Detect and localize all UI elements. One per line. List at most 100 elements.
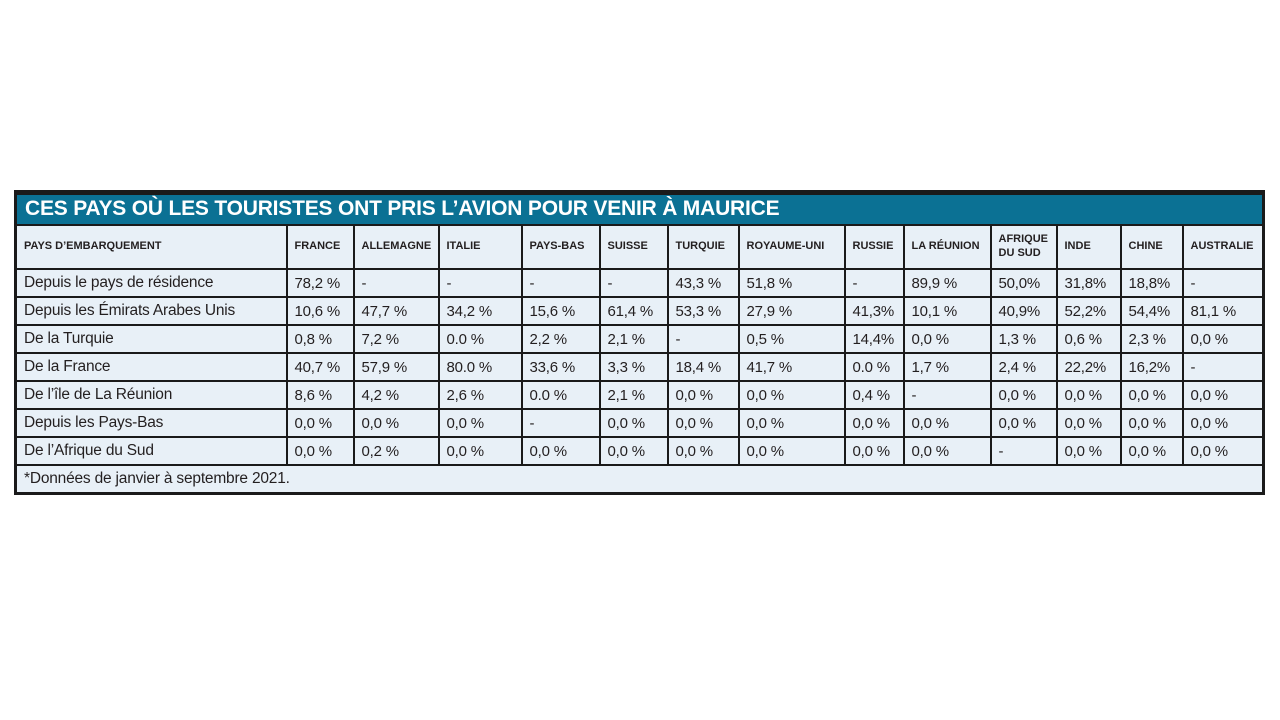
row-label: De l’Afrique du Sud — [14, 436, 288, 466]
table-cell: 0.0 % — [843, 352, 905, 382]
table-cell: - — [989, 436, 1058, 466]
row-label: Depuis les Émirats Arabes Unis — [14, 296, 288, 326]
table-cell: 0,0 % — [1181, 408, 1265, 438]
table-cell: 18,4 % — [666, 352, 740, 382]
table-cell: 4,2 % — [352, 380, 440, 410]
table-cell: 0,0 % — [902, 324, 992, 354]
table-cell: - — [598, 268, 669, 298]
column-header: CHINE — [1119, 224, 1184, 270]
row-label: Depuis le pays de résidence — [14, 268, 288, 298]
column-header: ROYAUME-UNI — [737, 224, 846, 270]
table-cell: 54,4% — [1119, 296, 1184, 326]
table-cell: 0,6 % — [1055, 324, 1122, 354]
table-row: Depuis le pays de résidence 78,2 % - - - -43,… — [14, 268, 1265, 298]
table-cell: 0,0 % — [598, 408, 669, 438]
table-cell: 1,7 % — [902, 352, 992, 382]
table-cell: - — [843, 268, 905, 298]
column-header: SUISSE — [598, 224, 669, 270]
table-cell: 0,0 % — [666, 380, 740, 410]
table-cell: 0,0 % — [902, 408, 992, 438]
column-header-pays-dembarquement: PAYS D’EMBARQUEMENT — [14, 224, 288, 270]
table-cell: 0,0 % — [437, 436, 523, 466]
column-header: AUSTRALIE — [1181, 224, 1265, 270]
table-cell: 41,7 % — [737, 352, 846, 382]
table-cell: 2,1 % — [598, 380, 669, 410]
table-cell: 80.0 % — [437, 352, 523, 382]
table-cell: 0,0 % — [666, 408, 740, 438]
table-cell: - — [437, 268, 523, 298]
table-cell: 0,8 % — [285, 324, 355, 354]
table-cell: 47,7 % — [352, 296, 440, 326]
table-cell: 2,2 % — [520, 324, 601, 354]
table-cell: 2,4 % — [989, 352, 1058, 382]
table-cell: 2,3 % — [1119, 324, 1184, 354]
column-header: ITALIE — [437, 224, 523, 270]
table-cell: 0,0 % — [285, 436, 355, 466]
table-cell: 0.0 % — [437, 324, 523, 354]
table-cell: 34,2 % — [437, 296, 523, 326]
column-header: RUSSIE — [843, 224, 905, 270]
table-cell: 18,8% — [1119, 268, 1184, 298]
table-cell: 61,4 % — [598, 296, 669, 326]
table-cell: 40,7 % — [285, 352, 355, 382]
table-cell: 41,3% — [843, 296, 905, 326]
table-cell: 43,3 % — [666, 268, 740, 298]
row-label: De la France — [14, 352, 288, 382]
table-footnote: *Données de janvier à septembre 2021. — [14, 464, 1265, 494]
column-header: FRANCE — [285, 224, 355, 270]
table-cell: 8,6 % — [285, 380, 355, 410]
table-cell: 10,1 % — [902, 296, 992, 326]
table-cell: - — [666, 324, 740, 354]
footnote-row: *Données de janvier à septembre 2021. — [14, 464, 1265, 494]
row-label: De la Turquie — [14, 324, 288, 354]
table-cell: 0,0 % — [666, 436, 740, 466]
table-row: Depuis les Émirats Arabes Unis 10,6 % 47,7… — [14, 296, 1265, 326]
table-cell: - — [902, 380, 992, 410]
table-cell: 57,9 % — [352, 352, 440, 382]
table-cell: 89,9 % — [902, 268, 992, 298]
table-cell: 0,0 % — [520, 436, 601, 466]
table-cell: 22,2% — [1055, 352, 1122, 382]
table-cell: 7,2 % — [352, 324, 440, 354]
table-cell: 0,0 % — [1181, 324, 1265, 354]
table-cell: 33,6 % — [520, 352, 601, 382]
table-cell: 53,3 % — [666, 296, 740, 326]
table-cell: 0,0 % — [737, 436, 846, 466]
table-cell: 81,1 % — [1181, 296, 1265, 326]
table-cell: - — [520, 268, 601, 298]
table-cell: 2,6 % — [437, 380, 523, 410]
table-cell: - — [352, 268, 440, 298]
title-row: CES PAYS OÙ LES TOURISTES ONT PRIS L’AVI… — [14, 193, 1265, 226]
table-cell: 0,0 % — [843, 408, 905, 438]
row-label: Depuis les Pays-Bas — [14, 408, 288, 438]
table-cell: - — [520, 408, 601, 438]
table-cell: 0,0 % — [352, 408, 440, 438]
table-row: De l’île de La Réunion 8,6 % 4,2 % 2,6 % 0.0… — [14, 380, 1265, 410]
table-cell: 0,0 % — [598, 436, 669, 466]
row-label: De l’île de La Réunion — [14, 380, 288, 410]
table-cell: 3,3 % — [598, 352, 669, 382]
column-header: PAYS-BAS — [520, 224, 601, 270]
table-cell: 0,0 % — [1181, 380, 1265, 410]
table-cell: 15,6 % — [520, 296, 601, 326]
column-header: ALLEMAGNE — [352, 224, 440, 270]
table-cell: 16,2% — [1119, 352, 1184, 382]
table-cell: 0,0 % — [1055, 408, 1122, 438]
table-cell: 51,8 % — [737, 268, 846, 298]
table-cell: 0,0 % — [1055, 436, 1122, 466]
table-cell: 0,0 % — [1055, 380, 1122, 410]
table-row: De la France 40,7 % 57,9 % 80.0 % 33,6 % 3,3 … — [14, 352, 1265, 382]
table-cell: 50,0% — [989, 268, 1058, 298]
table-cell: 0,0 % — [989, 408, 1058, 438]
table-cell: - — [1181, 352, 1265, 382]
table-cell: 1,3 % — [989, 324, 1058, 354]
table-cell: 0,0 % — [1119, 408, 1184, 438]
table-cell: 0,0 % — [843, 436, 905, 466]
table-title: CES PAYS OÙ LES TOURISTES ONT PRIS L’AVI… — [14, 193, 1265, 226]
table-cell: 14,4% — [843, 324, 905, 354]
column-header: INDE — [1055, 224, 1122, 270]
column-header-row: PAYS D’EMBARQUEMENT FRANCE ALLEMAGNE ITALI… — [14, 224, 1265, 270]
column-header: TURQUIE — [666, 224, 740, 270]
table-cell: 0,0 % — [1119, 436, 1184, 466]
